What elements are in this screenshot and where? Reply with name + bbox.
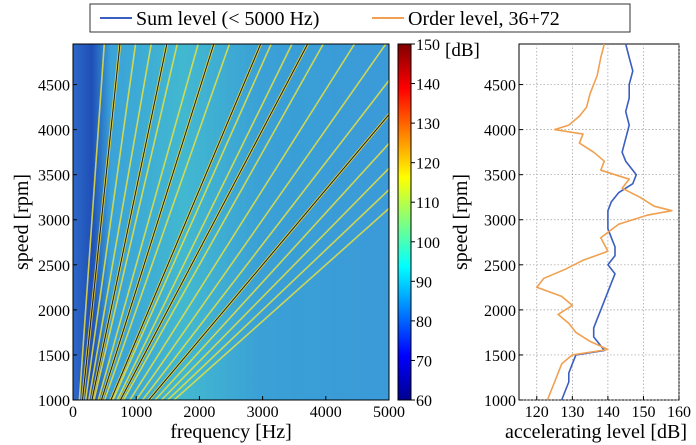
level-chart-x-tick-label: 120 xyxy=(525,404,549,421)
order-line-yellow xyxy=(103,44,231,400)
order-line-yellow xyxy=(84,44,137,400)
colorbar-tick-label: 130 xyxy=(416,116,440,133)
order-line-yellow xyxy=(154,142,389,400)
heatmap-x-tick-label: 2000 xyxy=(183,404,215,421)
order-line-yellow xyxy=(88,44,152,400)
order-line-yellow xyxy=(93,44,179,400)
level-chart-y-tick-label: 4000 xyxy=(484,123,516,140)
colorbar-ticks: 60 70 80 90 100 110 120 130 140 150 xyxy=(411,37,440,410)
heatmap-y-tick-label: 4500 xyxy=(38,78,70,95)
heatmap-y-tick-label: 2000 xyxy=(38,303,70,320)
heatmap-x-tick-label: 3000 xyxy=(247,404,279,421)
colorbar-tick-label: 110 xyxy=(416,195,439,212)
level-chart-x-axis-label: accelerating level [dB] xyxy=(505,421,687,443)
heatmap-x-tick-label: 0 xyxy=(69,404,77,421)
order-line-yellow xyxy=(78,44,106,400)
heatmap-x-axis-label: frequency [Hz] xyxy=(170,421,292,443)
legend-label-sum: Sum level (< 5000 Hz) xyxy=(136,8,319,30)
order-line-black xyxy=(110,44,262,400)
series-order-level-line xyxy=(535,43,673,401)
order-line-yellow xyxy=(160,167,389,400)
colorbar-tick-label: 80 xyxy=(416,314,432,331)
level-chart-x-tick-label: 150 xyxy=(631,404,655,421)
order-line-black xyxy=(91,44,168,400)
colorbar-gradient xyxy=(397,43,412,401)
colorbar-unit-label: [dB] xyxy=(445,40,480,61)
colorbar-tick-label: 90 xyxy=(416,274,432,291)
order-line-black xyxy=(82,44,121,400)
level-chart-y-tick-label: 3500 xyxy=(484,168,516,185)
order-line-yellow xyxy=(112,44,272,400)
order-line-yellow xyxy=(129,44,356,400)
level-chart-x-tick-label: 140 xyxy=(596,404,620,421)
level-chart-y-tick-label: 4500 xyxy=(484,78,516,95)
level-chart-y-tick-label: 2000 xyxy=(484,303,516,320)
heatmap-y-ticks: 1000 1500 2000 2500 3000 3500 4000 4500 xyxy=(38,78,77,410)
colorbar-tick-label: 120 xyxy=(416,156,440,173)
level-chart-x-tick-label: 160 xyxy=(667,404,691,421)
colorbar-tick-label: 100 xyxy=(416,235,440,252)
level-chart: 120 130 140 150 160 1000 1500 2000 2500 3000 3500… xyxy=(450,43,691,443)
order-line-black xyxy=(101,44,215,400)
colorbar: 60 70 80 90 100 110 120 130 140 150 [dB] xyxy=(397,37,480,410)
heatmap-y-tick-label: 1500 xyxy=(38,348,70,365)
heatmap-y-axis-label: speed [rpm] xyxy=(11,174,33,270)
colorbar-tick-label: 70 xyxy=(416,353,432,370)
level-chart-grid xyxy=(519,44,680,401)
level-chart-y-tick-label: 2500 xyxy=(484,258,516,275)
order-line-black xyxy=(120,44,309,400)
heatmap-y-tick-label: 4000 xyxy=(38,123,70,140)
level-chart-y-tick-label: 3000 xyxy=(484,213,516,230)
order-line-black xyxy=(148,113,389,400)
heatmap-y-tick-label: 3500 xyxy=(38,168,70,185)
legend-label-order: Order level, 36+72 xyxy=(408,8,560,30)
level-chart-x-ticks: 120 130 140 150 160 xyxy=(525,396,691,421)
heatmap-x-tick-label: 1000 xyxy=(120,404,152,421)
order-line-yellow xyxy=(116,44,293,400)
heatmap-x-tick-label: 4000 xyxy=(310,404,342,421)
order-line-yellow xyxy=(122,44,324,400)
heatmap-x-tick-label: 5000 xyxy=(373,404,405,421)
level-chart-x-tick-label: 130 xyxy=(560,404,584,421)
colorbar-tick-label: 60 xyxy=(416,393,432,410)
heatmap-order-lines xyxy=(78,44,389,400)
level-chart-y-ticks: 1000 1500 2000 2500 3000 3500 4000 4500 xyxy=(484,78,523,410)
level-chart-y-axis-label: speed [rpm] xyxy=(450,174,472,270)
level-chart-series xyxy=(535,43,673,401)
heatmap-y-tick-label: 3000 xyxy=(38,213,70,230)
order-line-yellow xyxy=(141,79,389,400)
heatmap-y-tick-label: 1000 xyxy=(38,393,70,410)
colorbar-tick-label: 150 xyxy=(416,37,440,54)
legend: Sum level (< 5000 Hz) Order level, 36+72 xyxy=(89,3,631,33)
heatmap-x-ticks: 0 1000 2000 3000 4000 5000 xyxy=(69,396,405,421)
colorbar-tick-label: 140 xyxy=(416,77,440,94)
order-line-yellow xyxy=(173,207,389,400)
heatmap-y-tick-label: 2500 xyxy=(38,258,70,275)
heatmap-chart: 0 1000 2000 3000 4000 5000 100015002000250030… xyxy=(11,43,405,443)
level-chart-y-tick-label: 1500 xyxy=(484,348,516,365)
order-line-yellow xyxy=(167,188,389,400)
order-line-yellow xyxy=(97,44,199,400)
order-line-yellow xyxy=(135,44,387,400)
level-chart-y-tick-label: 1000 xyxy=(484,393,516,410)
